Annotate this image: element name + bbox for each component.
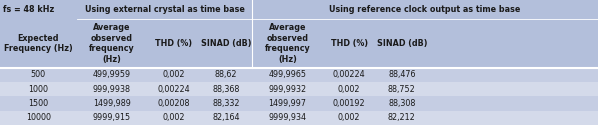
Bar [0,111,598,125]
Text: 0,002: 0,002 [162,113,185,122]
Text: 999,9938: 999,9938 [93,84,131,94]
Text: 999,9932: 999,9932 [269,84,307,94]
Text: Average
observed
frequency
(Hz): Average observed frequency (Hz) [265,23,310,64]
Text: 0,00192: 0,00192 [333,99,365,108]
Text: 10000: 10000 [26,113,51,122]
Text: 1000: 1000 [28,84,48,94]
Text: Expected
Frequency (Hz): Expected Frequency (Hz) [4,34,72,53]
Text: Average
observed
frequency
(Hz): Average observed frequency (Hz) [89,23,135,64]
Text: 0,002: 0,002 [162,70,185,79]
Text: 499,9965: 499,9965 [269,70,307,79]
Bar [0,68,598,82]
Text: 0,002: 0,002 [338,113,361,122]
Text: 82,212: 82,212 [388,113,416,122]
Text: 0,00208: 0,00208 [157,99,190,108]
Text: THD (%): THD (%) [155,39,192,48]
Text: 500: 500 [30,70,46,79]
Text: 9999,915: 9999,915 [93,113,131,122]
Text: THD (%): THD (%) [331,39,368,48]
Text: 88,332: 88,332 [212,99,240,108]
Text: 1500: 1500 [28,99,48,108]
Text: Using external crystal as time base: Using external crystal as time base [84,5,245,14]
Bar [0,82,598,96]
Text: 88,752: 88,752 [388,84,416,94]
Text: 1499,997: 1499,997 [269,99,307,108]
Text: 9999,934: 9999,934 [269,113,307,122]
Text: 88,308: 88,308 [388,99,416,108]
Text: 0,002: 0,002 [338,84,361,94]
Text: fs = 48 kHz: fs = 48 kHz [3,5,54,14]
Text: 0,00224: 0,00224 [157,84,190,94]
Text: SINAD (dB): SINAD (dB) [201,39,251,48]
Text: 88,62: 88,62 [215,70,237,79]
Bar [0,96,598,111]
Text: 88,476: 88,476 [388,70,416,79]
Text: SINAD (dB): SINAD (dB) [377,39,427,48]
Text: 499,9959: 499,9959 [93,70,131,79]
Text: 0,00224: 0,00224 [333,70,365,79]
Text: Using reference clock output as time base: Using reference clock output as time bas… [329,5,521,14]
Text: 88,368: 88,368 [212,84,240,94]
Text: 1499,989: 1499,989 [93,99,131,108]
Text: 82,164: 82,164 [212,113,240,122]
